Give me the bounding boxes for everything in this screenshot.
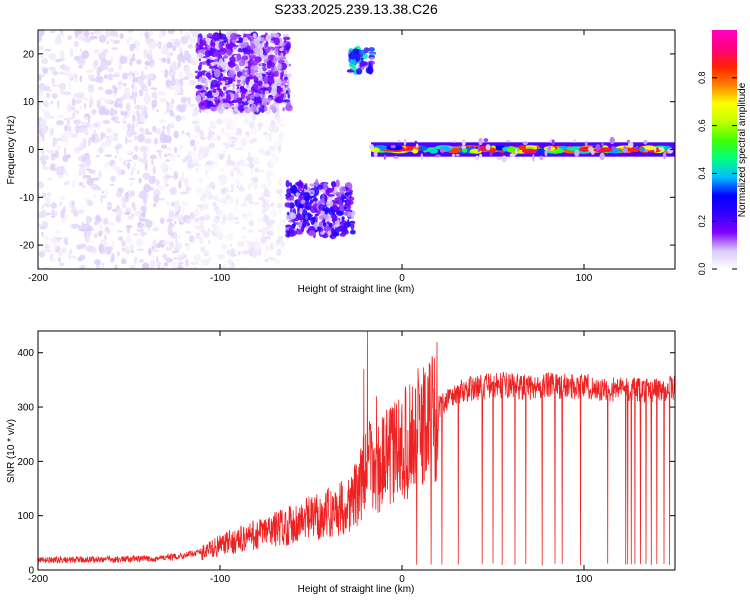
y-tick-label: 0: [28, 566, 34, 577]
x-tick-label: -200: [28, 273, 48, 284]
x-tick-label: -100: [210, 273, 230, 284]
colorbar-tick-label: 0.0: [697, 263, 707, 276]
figure-title: S233.2025.239.13.38.C26: [274, 1, 438, 17]
x-tick-label: 0: [399, 273, 405, 284]
colorbar-tick-label: 0.8: [697, 72, 707, 85]
colorbar-tick-label: 0.4: [697, 167, 707, 180]
y-tick-label: 200: [17, 457, 34, 468]
heatmap-region-5: [369, 136, 675, 163]
snr-y-axis: 0 100 200 300 400: [17, 348, 675, 577]
snr-plot-area: [38, 331, 675, 566]
colorbar: [712, 30, 737, 269]
x-tick-label: 100: [576, 574, 593, 585]
snr-x-label: Height of straight line (km): [298, 584, 415, 595]
heatmap-region-4: [346, 45, 377, 75]
x-tick-label: -200: [28, 574, 48, 585]
heatmap-region-0: [38, 30, 197, 269]
heatmap-x-axis: -200 -100 0 100: [28, 30, 593, 284]
colorbar-tick-label: 0.6: [697, 119, 707, 132]
y-tick-label: 300: [17, 403, 34, 414]
colorbar-tick-label: 0.2: [697, 215, 707, 228]
heatmap-region-2: [194, 31, 293, 115]
heatmap-y-axis: -20 -10 0 10 20: [20, 49, 675, 252]
y-tick-label: 10: [23, 97, 35, 108]
y-tick-label: 20: [23, 49, 35, 60]
colorbar-label: Normalized spectral amplitude: [737, 82, 748, 217]
colorbar-ticks: 0.0 0.2 0.4 0.6 0.8: [697, 72, 737, 276]
y-tick-label: -20: [20, 241, 35, 252]
heatmap-y-label: Frequency (Hz): [6, 116, 17, 185]
snr-x-axis: -200 -100 0 100: [28, 331, 593, 585]
x-tick-label: 0: [399, 574, 405, 585]
x-tick-label: 100: [576, 273, 593, 284]
heatmap-region-3: [284, 178, 356, 240]
snr-frame: [37, 330, 676, 571]
snr-y-label: SNR (10 * v/v): [6, 419, 17, 483]
heatmap-plot-area: [38, 30, 675, 269]
snr-series-line: [38, 331, 675, 566]
y-tick-label: 0: [28, 145, 34, 156]
y-tick-label: -10: [20, 193, 35, 204]
y-tick-label: 400: [17, 348, 34, 359]
x-tick-label: -100: [210, 574, 230, 585]
heatmap-x-label: Height of straight line (km): [298, 284, 415, 295]
y-tick-label: 100: [17, 511, 34, 522]
